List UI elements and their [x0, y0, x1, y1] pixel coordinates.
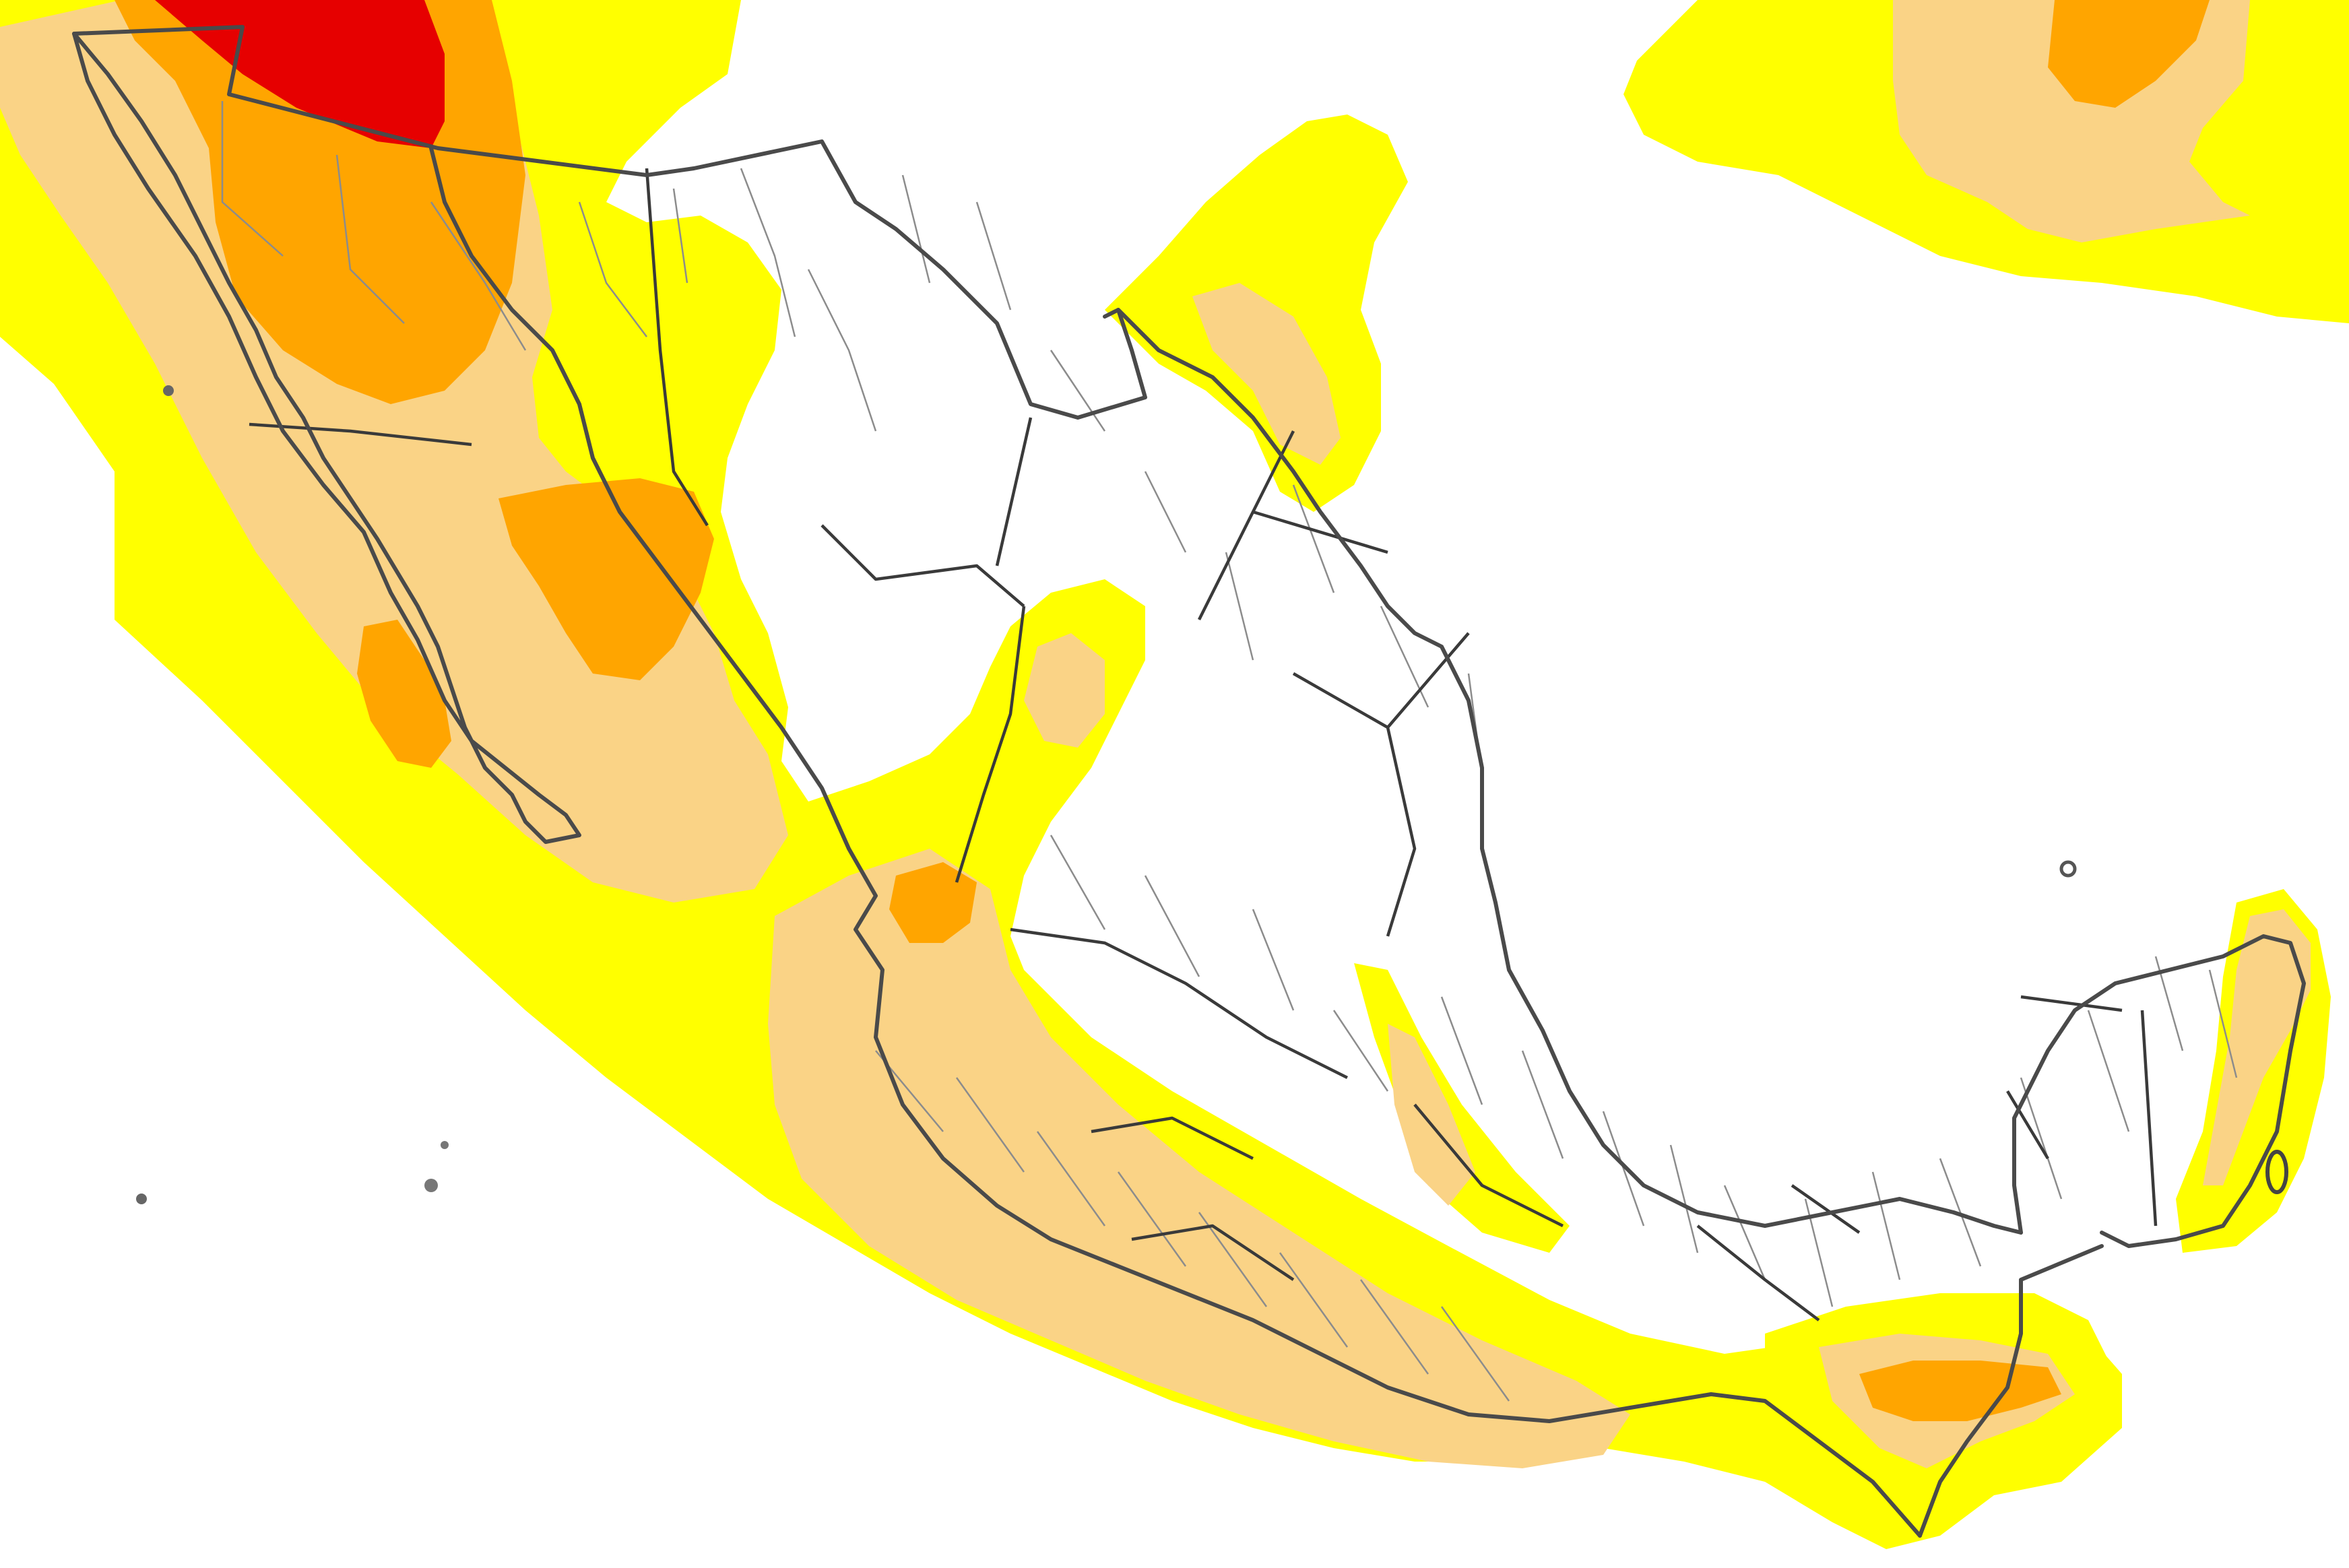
- mainland-gulf-coast: [1116, 308, 2023, 1235]
- guadalupe-island: [163, 385, 174, 396]
- intensity-layer-4: [155, 0, 445, 148]
- light-orange-zone-pacific-south: [768, 849, 1630, 1468]
- islands: [136, 385, 2288, 1204]
- southern-border: [1918, 1244, 2104, 1538]
- orange-zone-bcs: [357, 620, 451, 768]
- revillagigedo-island: [136, 1194, 147, 1204]
- baja-california: [72, 32, 581, 844]
- yucatan-peninsula: [2012, 934, 2306, 1248]
- orange-zone-northeast: [2048, 0, 2210, 108]
- light-orange-zone-central: [1024, 633, 1105, 748]
- light-orange-zone-puebla: [1388, 1024, 1475, 1206]
- light-orange-zone-yucatan: [2203, 909, 2311, 1185]
- arrecife-alacranes: [2059, 860, 2077, 878]
- yellow-zone-puebla: [1354, 963, 1570, 1253]
- municipal-boundaries: [221, 101, 2238, 1402]
- cozumel-island: [2265, 1150, 2288, 1194]
- mainland-pacific-coast: [429, 146, 1922, 1538]
- us-border: [72, 25, 1147, 420]
- clarion-island: [441, 1141, 449, 1149]
- country-outline: [72, 25, 2306, 1538]
- state-boundaries: [249, 168, 2158, 1321]
- light-orange-zone-gulf: [1192, 283, 1341, 465]
- intensity-layer-2: [0, 0, 2311, 1468]
- socorro-island: [424, 1179, 438, 1192]
- orange-zone-sinaloa: [498, 478, 714, 680]
- light-orange-zone-baja: [0, 0, 788, 903]
- orange-zone-nayarit: [889, 862, 977, 943]
- red-zone-north: [155, 0, 445, 148]
